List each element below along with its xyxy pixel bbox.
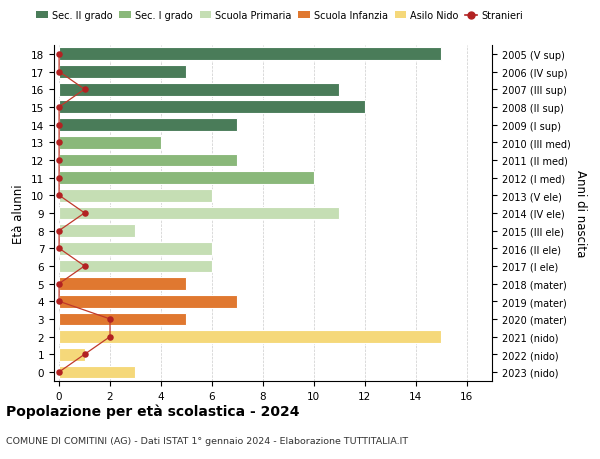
- Bar: [59, 225, 136, 237]
- Text: Popolazione per età scolastica - 2024: Popolazione per età scolastica - 2024: [6, 404, 299, 419]
- Point: [105, 333, 115, 341]
- Bar: [59, 348, 85, 361]
- Bar: [59, 278, 187, 291]
- Point: [54, 122, 64, 129]
- Point: [54, 157, 64, 164]
- Point: [80, 210, 89, 217]
- Point: [105, 316, 115, 323]
- Bar: [59, 190, 212, 202]
- Bar: [59, 48, 441, 61]
- Bar: [59, 207, 339, 220]
- Bar: [59, 295, 238, 308]
- Point: [54, 280, 64, 288]
- Bar: [59, 154, 238, 167]
- Bar: [59, 119, 238, 132]
- Point: [80, 263, 89, 270]
- Legend: Sec. II grado, Sec. I grado, Scuola Primaria, Scuola Infanzia, Asilo Nido, Stran: Sec. II grado, Sec. I grado, Scuola Prim…: [32, 7, 527, 25]
- Point: [54, 51, 64, 58]
- Text: COMUNE DI COMITINI (AG) - Dati ISTAT 1° gennaio 2024 - Elaborazione TUTTITALIA.I: COMUNE DI COMITINI (AG) - Dati ISTAT 1° …: [6, 436, 408, 445]
- Point: [54, 139, 64, 146]
- Point: [54, 369, 64, 376]
- Point: [54, 174, 64, 182]
- Bar: [59, 260, 212, 273]
- Point: [54, 69, 64, 76]
- Bar: [59, 101, 365, 114]
- Point: [54, 104, 64, 111]
- Bar: [59, 330, 441, 343]
- Point: [54, 192, 64, 200]
- Bar: [59, 66, 187, 78]
- Point: [80, 351, 89, 358]
- Point: [54, 227, 64, 235]
- Bar: [59, 84, 339, 96]
- Bar: [59, 172, 314, 185]
- Y-axis label: Anni di nascita: Anni di nascita: [574, 170, 587, 257]
- Bar: [59, 242, 212, 255]
- Bar: [59, 313, 187, 325]
- Bar: [59, 366, 136, 379]
- Point: [54, 298, 64, 305]
- Y-axis label: Età alunni: Età alunni: [13, 184, 25, 243]
- Point: [54, 245, 64, 252]
- Point: [80, 86, 89, 94]
- Bar: [59, 136, 161, 149]
